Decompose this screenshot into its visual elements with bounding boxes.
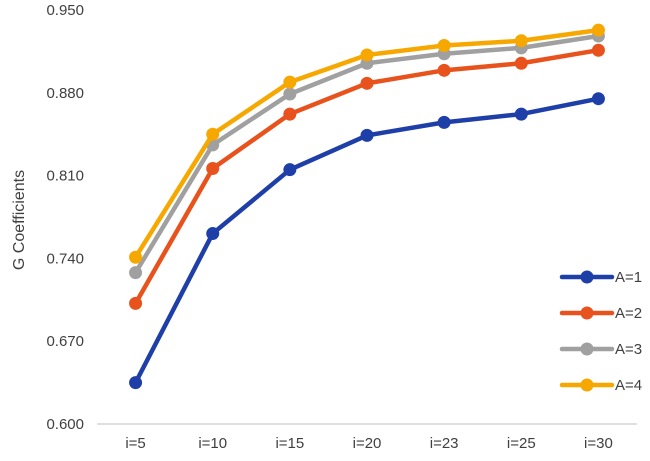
- legend-item: A=2: [559, 305, 642, 322]
- data-point: [206, 127, 220, 141]
- x-tick-label: i=10: [198, 435, 227, 452]
- legend-item: A=3: [559, 341, 642, 358]
- data-point: [437, 63, 451, 77]
- x-tick-label: i=5: [125, 435, 145, 452]
- y-tick-label: 0.950: [46, 2, 84, 19]
- data-point: [360, 48, 374, 62]
- series-A-2: [129, 43, 605, 310]
- data-point: [360, 76, 374, 90]
- y-tick-label: 0.880: [46, 85, 84, 102]
- legend-label: A=3: [615, 341, 642, 358]
- y-tick-label: 0.670: [46, 333, 84, 350]
- legend-item: A=1: [559, 269, 642, 286]
- y-tick-label: 0.740: [46, 250, 84, 267]
- legend-label: A=4: [615, 377, 642, 394]
- y-axis-title: G Coefficients: [11, 170, 28, 270]
- x-tick-label: i=30: [584, 435, 613, 452]
- series-line: [133, 33, 601, 275]
- y-tick-label: 0.600: [46, 416, 84, 433]
- data-point: [129, 266, 143, 280]
- legend-label: A=1: [615, 269, 642, 286]
- x-tick-label: i=23: [430, 435, 459, 452]
- x-axis-ticks: i=5 i=10 i=15 i=20 i=23 i=25 i=30: [125, 435, 612, 452]
- data-point: [360, 128, 374, 142]
- y-axis-ticks: 0.600 0.670 0.740 0.810 0.880 0.950: [46, 2, 84, 433]
- legend: A=1 A=2 A=3 A=4: [559, 269, 642, 394]
- data-point: [514, 34, 528, 48]
- data-point: [283, 163, 297, 177]
- legend-marker: [580, 378, 594, 392]
- y-tick-label: 0.810: [46, 168, 84, 185]
- data-point: [591, 92, 605, 106]
- data-point: [591, 43, 605, 57]
- legend-item: A=4: [559, 377, 642, 394]
- data-point: [129, 250, 143, 264]
- data-point: [591, 23, 605, 37]
- data-point: [514, 56, 528, 70]
- data-point: [283, 107, 297, 121]
- x-tick-label: i=20: [353, 435, 382, 452]
- data-point: [129, 376, 143, 390]
- x-tick-label: i=15: [275, 435, 304, 452]
- legend-marker: [580, 270, 594, 284]
- data-point: [206, 227, 220, 241]
- legend-marker: [580, 342, 594, 356]
- legend-label: A=2: [615, 305, 642, 322]
- data-point: [437, 38, 451, 52]
- series-A-4: [129, 23, 605, 264]
- data-point: [283, 87, 297, 101]
- data-point: [206, 162, 220, 176]
- data-point: [129, 296, 143, 310]
- data-point: [514, 107, 528, 121]
- series-A-1: [129, 92, 605, 390]
- legend-marker: [580, 306, 594, 320]
- x-tick-label: i=25: [507, 435, 536, 452]
- data-point: [437, 115, 451, 129]
- series-layer: [129, 23, 605, 390]
- data-point: [283, 75, 297, 89]
